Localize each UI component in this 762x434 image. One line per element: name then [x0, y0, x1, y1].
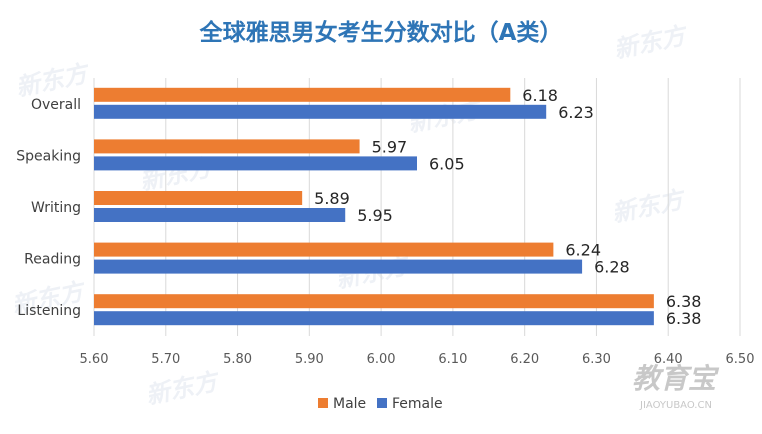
category-labels: Overall Speaking Writing Reading Listening: [16, 97, 81, 319]
x-tick-label: 6.30: [582, 352, 611, 367]
x-tick-label: 5.60: [80, 352, 109, 367]
x-tick-label: 6.40: [654, 352, 683, 367]
brand-watermark-url: JIAOYUBAO.CN: [639, 400, 712, 411]
bar-male: [94, 139, 360, 154]
bar-male: [94, 294, 654, 309]
data-label: 5.97: [372, 137, 408, 156]
chart-title: 全球雅思男女考生分数对比（A类）: [199, 19, 563, 46]
bar-female: [94, 311, 654, 326]
category-label: Listening: [17, 303, 81, 319]
x-tick-label: 5.80: [223, 352, 252, 367]
data-label: 6.23: [558, 103, 594, 122]
x-tick-label: 6.20: [510, 352, 539, 367]
category-label: Overall: [31, 97, 81, 113]
bars: [94, 87, 654, 326]
x-tick-label: 6.10: [438, 352, 467, 367]
x-axis-tick-labels: 5.60 5.70 5.80 5.90 6.00 6.10 6.20 6.30 6.40 6.50: [80, 352, 755, 367]
legend-label: Male: [333, 396, 366, 412]
x-tick-label: 5.90: [295, 352, 324, 367]
x-tick-label: 5.70: [151, 352, 180, 367]
bar-male: [94, 242, 554, 257]
value-labels: 6.186.23 5.97 6.05 5.89 5.95 6.246.28 6.386.38: [314, 86, 701, 328]
brand-watermark: 新东方: [609, 185, 689, 228]
brand-watermark: 新东方: [13, 59, 93, 102]
brand-watermark: 新东方: [143, 367, 223, 410]
x-tick-label: 6.50: [726, 352, 755, 367]
legend-swatch-female: [377, 398, 387, 408]
data-label: 5.89: [314, 189, 350, 208]
data-label: 6.24: [565, 241, 601, 260]
bar-male: [94, 87, 511, 102]
bar-male: [94, 191, 303, 205]
data-label: 6.28: [594, 258, 630, 277]
bar-female: [94, 208, 346, 222]
x-tick-label: 6.00: [367, 352, 396, 367]
data-label: 6.05: [429, 154, 465, 173]
legend-label: Female: [392, 396, 443, 412]
legend: Male Female: [318, 396, 443, 412]
bar-female: [94, 259, 583, 274]
data-label: 6.38: [666, 292, 702, 311]
category-label: Speaking: [16, 148, 81, 164]
gridlines: [93, 78, 741, 336]
brand-watermark-main: 教育宝: [632, 362, 720, 395]
brand-watermark: 新东方: [611, 21, 691, 64]
data-label: 6.18: [522, 86, 558, 105]
data-label: 5.95: [357, 206, 393, 225]
data-label: 6.38: [666, 309, 702, 328]
bar-female: [94, 156, 417, 171]
category-label: Writing: [31, 200, 81, 216]
legend-swatch-male: [318, 398, 328, 408]
bar-female: [94, 104, 547, 119]
category-label: Reading: [24, 252, 81, 268]
